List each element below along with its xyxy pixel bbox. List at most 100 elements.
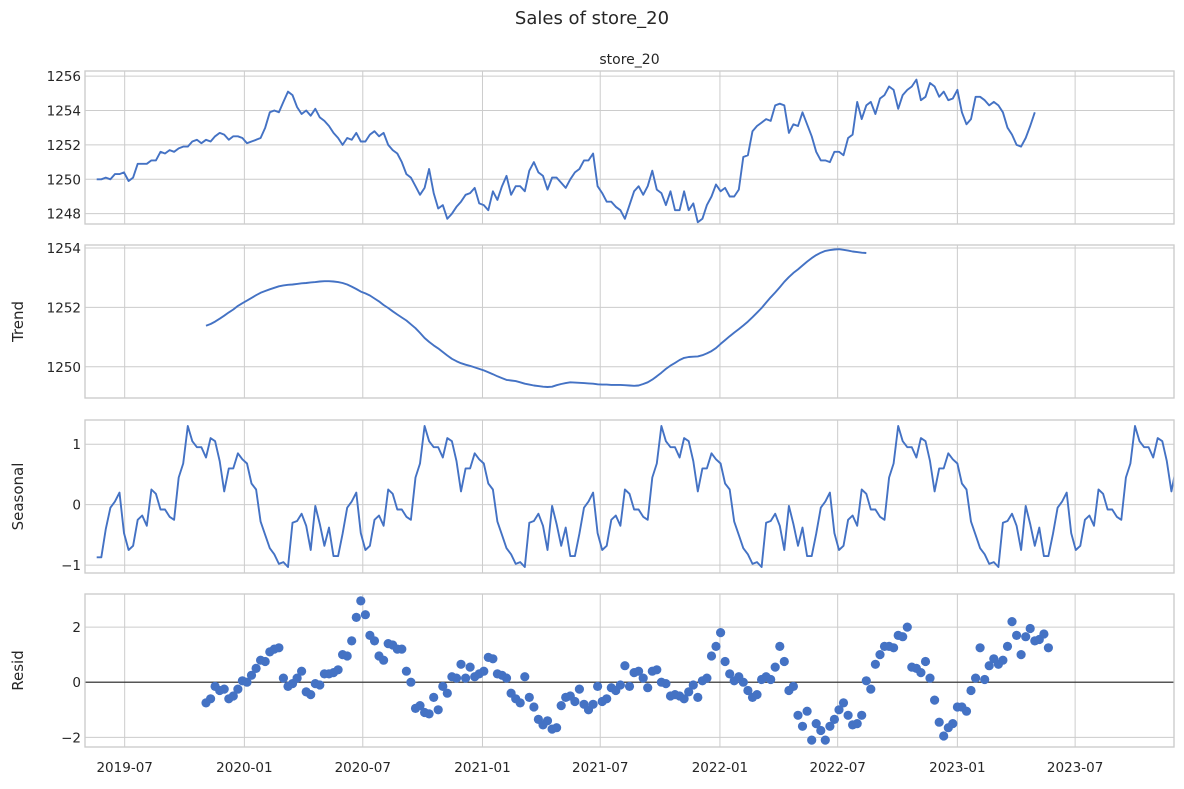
trend-series [205,248,867,388]
resid-point [465,662,475,672]
resid-point [379,655,389,665]
resid-point [775,641,785,652]
resid-point [260,656,270,667]
resid-point [1007,617,1017,627]
resid-point [1016,650,1026,660]
resid-point [602,694,612,704]
resid-point [397,644,407,654]
resid-point [716,628,726,638]
x-tick-label: 2020-07 [335,760,391,776]
resid-point [679,694,689,704]
observed-y-tick-label: 1250 [47,172,81,188]
resid-point [661,679,671,689]
trend-y-tick-label: 1252 [47,300,81,316]
resid-point [242,677,252,687]
seasonal-y-tick-label: −1 [61,558,81,574]
resid-point [838,698,849,708]
resid-y-tick-label: −2 [61,730,81,746]
observed-frame [84,70,1175,225]
x-tick-label: 2021-07 [572,760,628,776]
resid-point [643,683,653,693]
resid-point [524,692,534,703]
x-tick-label: 2019-07 [96,760,152,776]
resid-point [961,706,972,716]
resid-point [228,691,238,701]
resid-point [934,717,944,727]
resid-y-tick-label: 2 [72,620,81,636]
resid-point [593,681,603,692]
resid-point [274,643,284,653]
resid-point [1025,623,1035,634]
resid-point [834,705,844,715]
resid-point [556,701,566,711]
resid-point [711,641,721,652]
resid-point [916,668,926,678]
resid-point [825,721,835,731]
resid-point [297,666,307,676]
resid-point [984,661,994,671]
resid-point [233,684,243,694]
resid-point [939,731,949,741]
resid-plot-area [84,593,1175,748]
resid-point [433,705,443,715]
seasonal-line [96,425,1174,568]
resid-panel: −2 0 2 Resid [9,593,1175,748]
resid-point [843,710,853,720]
resid-point [998,655,1008,665]
resid-point [743,685,753,696]
resid-point [652,665,662,675]
resid-point [342,651,352,661]
resid-point [948,719,958,729]
resid-point [688,680,698,690]
resid-point [624,681,635,692]
resid-point [306,690,316,700]
resid-point [351,612,361,623]
resid-point [811,719,821,729]
resid-point [615,680,626,690]
resid-point [520,672,530,682]
resid-point [857,710,867,720]
resid-point [971,673,981,683]
resid-point [1012,630,1022,641]
resid-point [278,673,288,683]
trend-line [205,248,867,388]
resid-point [779,656,789,667]
resid-point [515,698,525,708]
resid-point [898,632,908,642]
resid-point [638,673,648,683]
resid-frame [84,593,1175,748]
resid-point [574,684,585,694]
resid-point [702,673,712,683]
resid-point [461,673,471,683]
x-axis: 2019-07 2020-01 2020-07 2021-01 2021-07 2022-… [96,760,1103,776]
resid-point [889,643,899,653]
resid-point [451,673,462,683]
resid-point [246,670,257,680]
resid-point [752,690,762,700]
resid-point [315,680,325,690]
resid-point [706,651,717,661]
resid-point [552,723,562,733]
resid-point [770,662,780,672]
resid-point [542,716,553,726]
x-tick-label: 2022-01 [692,760,748,776]
resid-point [347,636,357,646]
resid-point [360,610,370,620]
resid-point [1002,641,1013,652]
resid-point [720,656,730,667]
resid-point [797,721,808,731]
panel-title: store_20 [599,52,659,68]
resid-point [902,622,912,632]
observed-y-tick-label: 1252 [47,138,81,154]
resid-point [966,685,976,696]
resid-point [1039,629,1049,639]
x-tick-label: 2023-01 [929,760,985,776]
resid-point [693,692,703,703]
resid-point [975,643,985,653]
resid-point [875,650,885,660]
resid-point [570,696,580,707]
resid-point [206,694,216,704]
resid-point [401,666,411,676]
resid-point [829,714,840,725]
resid-point [292,673,302,683]
